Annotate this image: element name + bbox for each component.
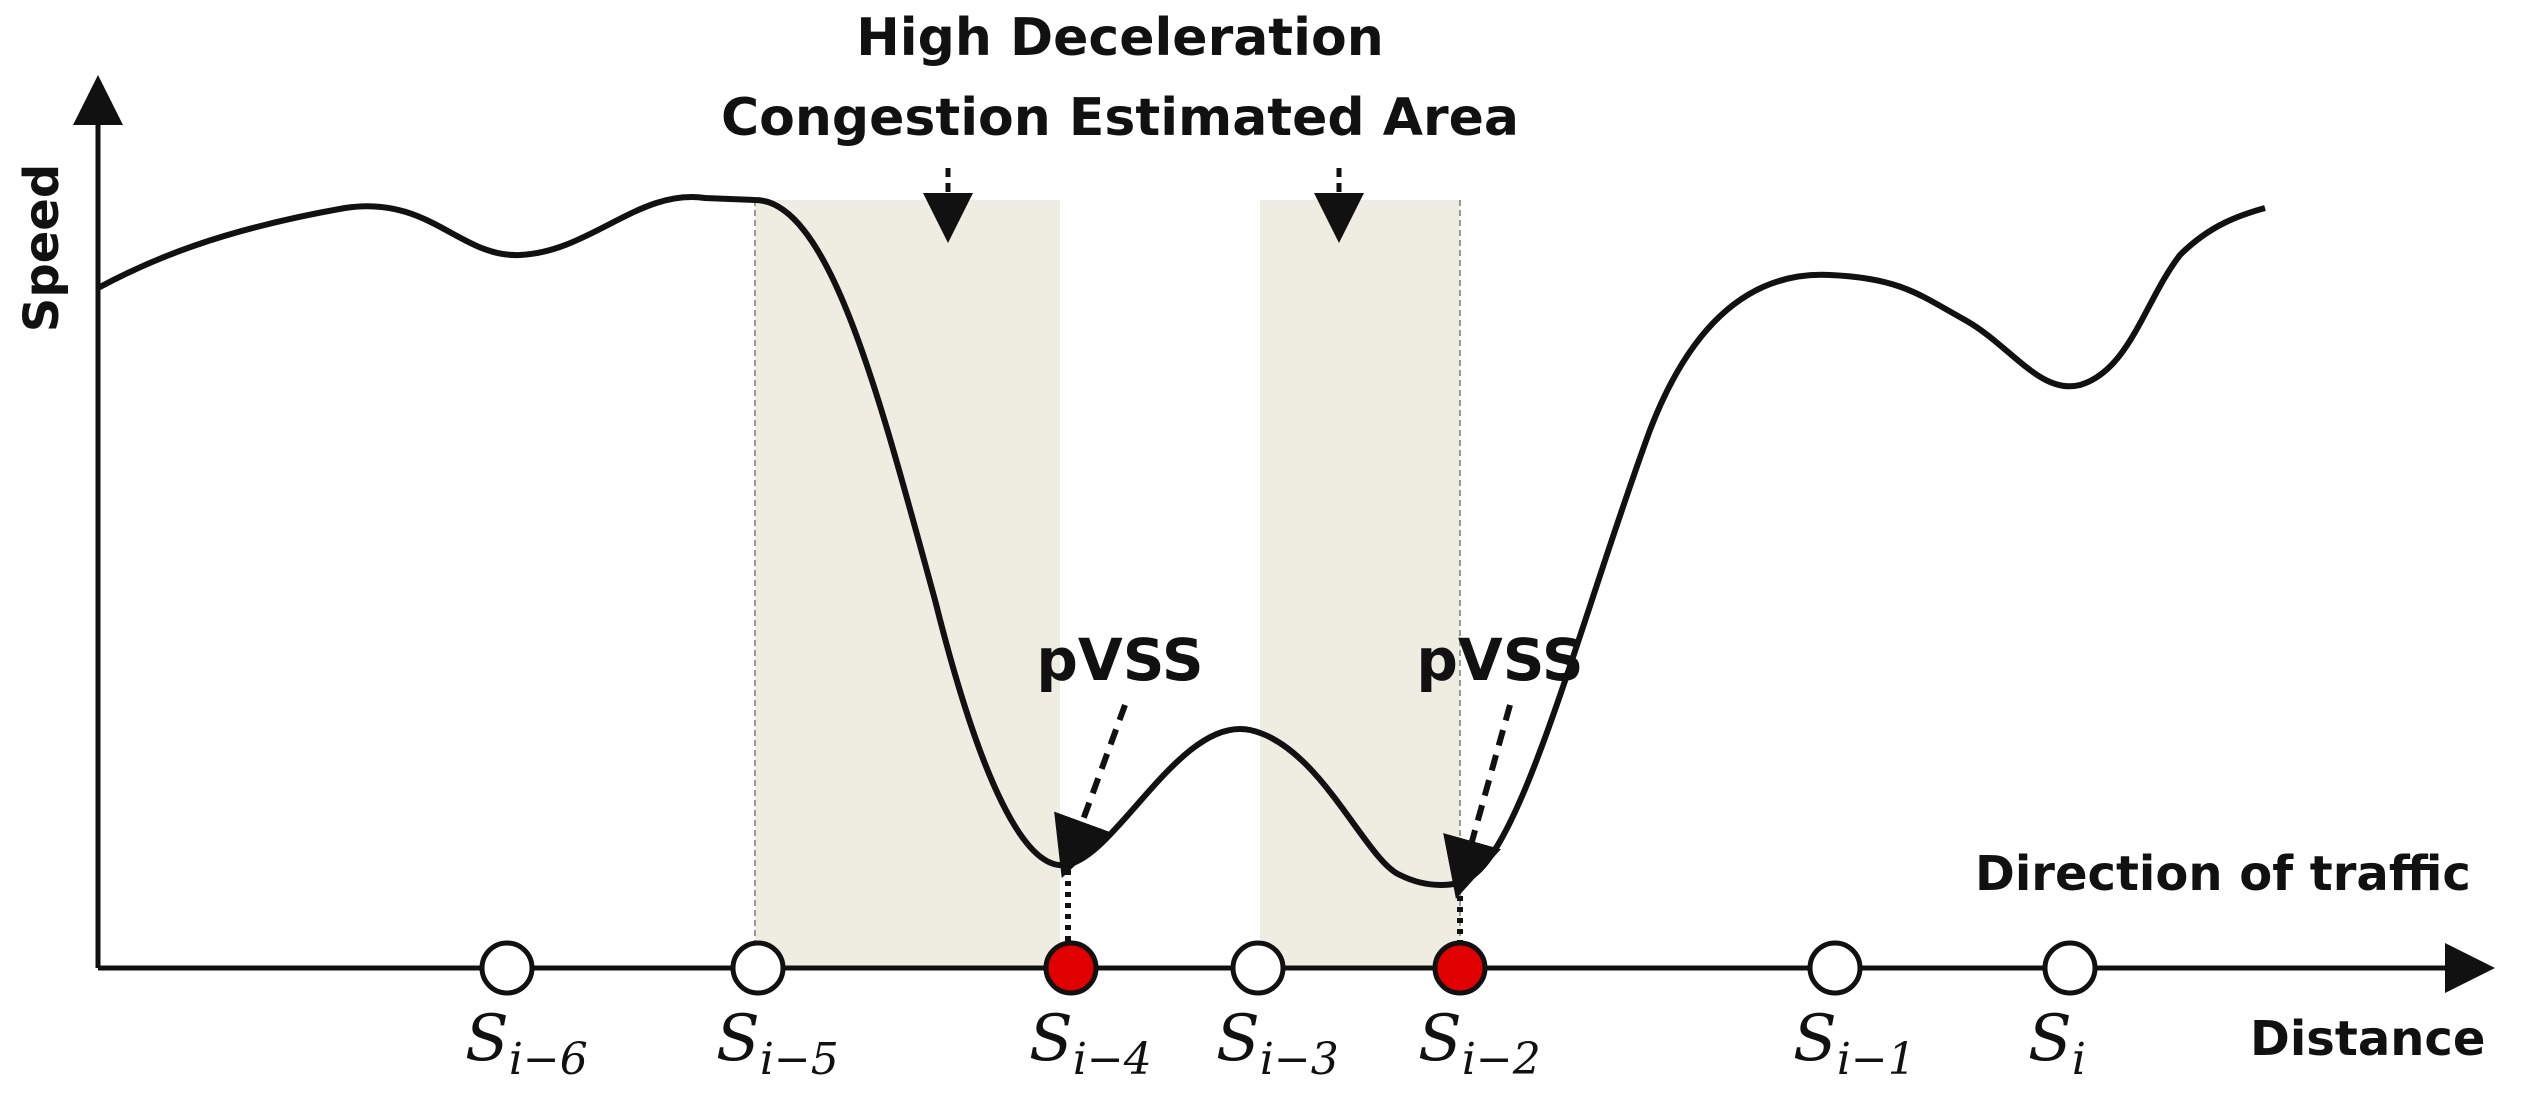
station-label-subscript: i−3 <box>1260 1034 1339 1085</box>
station-label-3: Si−4 <box>1029 1002 1152 1085</box>
station-markers <box>479 940 2098 996</box>
station-label-subscript: i−2 <box>1462 1034 1541 1085</box>
pvss-label-2: pVSS <box>1416 626 1583 694</box>
station-label-4: Si−3 <box>1216 1002 1339 1085</box>
station-marker-7 <box>2042 940 2098 996</box>
station-marker-1 <box>479 940 535 996</box>
station-marker-2 <box>730 940 786 996</box>
station-label-subscript: i−1 <box>1837 1034 1916 1085</box>
station-marker-5 <box>1432 940 1488 996</box>
station-label-7: Si <box>2028 1002 2086 1085</box>
station-label-subscript: i−5 <box>760 1034 839 1085</box>
station-labels: Si−6 Si−5 Si−4 Si−3 Si−2 Si−1 Si <box>465 1002 2086 1085</box>
station-label-1: Si−6 <box>465 1002 588 1085</box>
station-label-subscript: i <box>2072 1034 2086 1085</box>
direction-label: Direction of traffic <box>1975 846 2471 902</box>
station-label-6: Si−1 <box>1793 1002 1916 1085</box>
pvss-arrow-2 <box>1443 704 1513 899</box>
y-axis-label: Speed <box>14 164 70 332</box>
title-line-2: Congestion Estimated Area <box>721 88 1519 148</box>
station-marker-4 <box>1230 940 1286 996</box>
station-marker-6 <box>1807 940 1863 996</box>
title-line-1: High Deceleration <box>856 8 1383 68</box>
x-axis-label: Distance <box>2250 1011 2485 1067</box>
station-label-subscript: i−4 <box>1073 1034 1152 1085</box>
station-label-subscript: i−6 <box>509 1034 588 1085</box>
speed-curve <box>96 193 2266 888</box>
station-marker-3 <box>1043 940 1099 996</box>
station-label-2: Si−5 <box>716 1002 839 1085</box>
station-label-5: Si−2 <box>1418 1002 1541 1085</box>
pvss-label-1: pVSS <box>1036 626 1203 694</box>
congestion-area-1 <box>755 200 1060 968</box>
congestion-area-2 <box>1260 200 1460 968</box>
